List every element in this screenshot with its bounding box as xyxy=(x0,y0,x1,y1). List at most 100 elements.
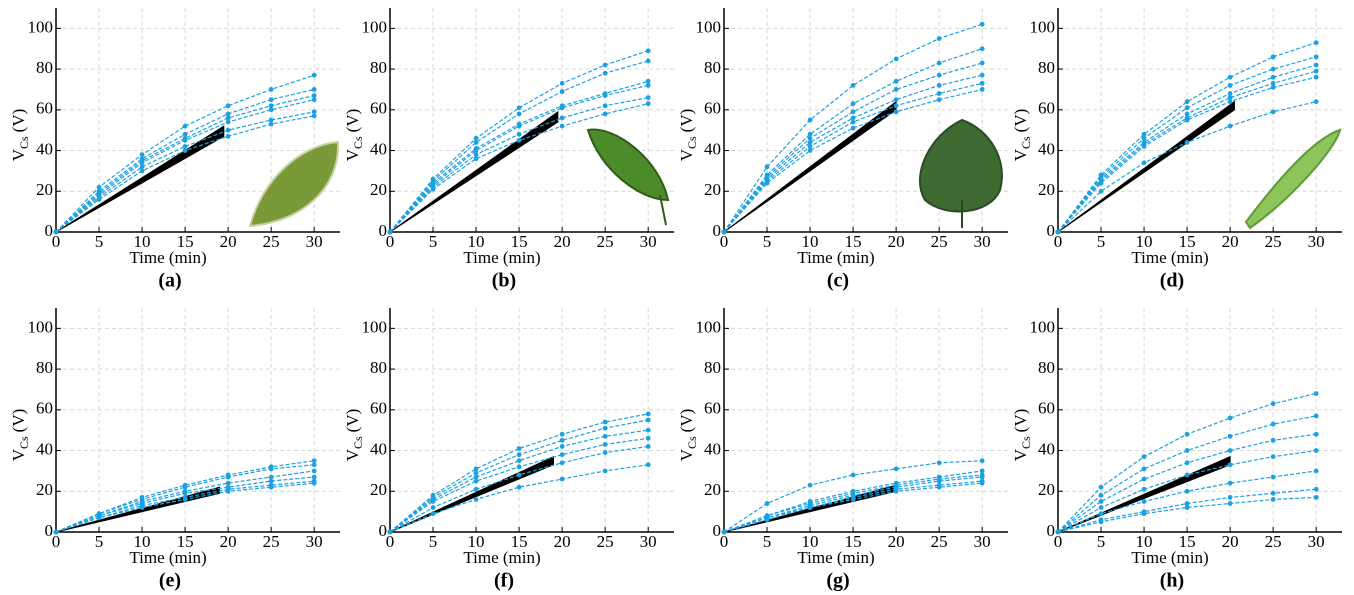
y-tick-label: 20 xyxy=(704,180,721,199)
panel-label: (d) xyxy=(1160,270,1184,292)
data-point xyxy=(473,135,479,141)
data-point xyxy=(936,97,942,103)
y-tick-label: 40 xyxy=(704,439,721,458)
data-point xyxy=(1227,95,1233,100)
y-tick-label: 20 xyxy=(704,480,721,499)
data-point xyxy=(139,164,145,170)
data-point xyxy=(1313,391,1319,396)
data-point xyxy=(1141,144,1147,149)
y-tick-label: 100 xyxy=(696,17,722,36)
data-point xyxy=(936,478,942,484)
data-point xyxy=(182,490,188,496)
data-point xyxy=(516,105,522,111)
x-tick-label: 30 xyxy=(1308,532,1325,551)
data-point xyxy=(645,78,651,84)
y-tick-label: 0 xyxy=(379,221,388,240)
data-point xyxy=(559,460,565,466)
leaf xyxy=(586,128,670,226)
data-point xyxy=(721,529,727,535)
y-axis-label: VCs (V) xyxy=(343,409,365,462)
data-point xyxy=(1184,448,1190,453)
panel-label: (f) xyxy=(494,570,514,592)
data-point xyxy=(979,480,985,486)
x-tick-label: 0 xyxy=(52,232,61,251)
data-point xyxy=(559,452,565,458)
data-point xyxy=(182,148,188,153)
x-tick-label: 5 xyxy=(95,232,104,251)
y-label-unit: (V) xyxy=(9,109,28,133)
data-point xyxy=(893,78,899,84)
panel-label: (c) xyxy=(827,270,849,292)
data-point xyxy=(1141,135,1147,141)
data-point xyxy=(1270,109,1276,115)
data-point xyxy=(268,466,274,472)
data-point xyxy=(1313,62,1319,68)
x-tick-label: 20 xyxy=(220,232,237,251)
data-point xyxy=(850,109,856,115)
y-label-unit: (V) xyxy=(343,109,362,133)
data-point xyxy=(516,137,522,143)
data-point xyxy=(473,470,479,476)
data-point xyxy=(311,474,317,480)
x-tick-label: 20 xyxy=(554,532,571,551)
data-point xyxy=(311,72,317,78)
data-point xyxy=(1141,511,1147,517)
data-point xyxy=(1184,99,1190,105)
y-label-main: V xyxy=(677,148,696,161)
data-point xyxy=(1270,54,1276,60)
subplot: 0 20 40 60 80 100 0 5 10 15 20 25 30 Time (min) (e) VCs… xyxy=(9,308,340,592)
data-point xyxy=(936,36,942,41)
data-point xyxy=(1270,85,1276,90)
data-point xyxy=(645,95,651,100)
y-label-main: V xyxy=(9,448,28,461)
data-point xyxy=(1141,486,1147,492)
data-point xyxy=(559,431,565,437)
x-axis-label: Time (min) xyxy=(1131,548,1208,567)
data-point xyxy=(473,497,479,502)
x-axis-label: Time (min) xyxy=(463,548,540,567)
data-point xyxy=(1313,494,1319,500)
x-tick-label: 15 xyxy=(177,232,194,251)
data-point xyxy=(807,148,813,153)
data-point xyxy=(979,46,985,52)
y-tick-label: 60 xyxy=(704,99,721,118)
y-tick-label: 40 xyxy=(370,439,387,458)
data-point xyxy=(387,229,393,235)
data-point xyxy=(1313,431,1319,437)
data-point xyxy=(225,480,231,486)
data-point xyxy=(645,444,651,449)
y-tick-label: 60 xyxy=(1038,99,1055,118)
x-tick-label: 20 xyxy=(554,232,571,251)
data-point xyxy=(1184,488,1190,494)
data-point xyxy=(602,70,608,76)
y-tick-label: 100 xyxy=(1030,317,1056,336)
x-tick-label: 5 xyxy=(429,532,438,551)
data-point xyxy=(225,111,231,117)
leaf-images xyxy=(248,118,1342,230)
data-point xyxy=(559,444,565,449)
data-point xyxy=(225,119,231,125)
data-point xyxy=(53,529,59,535)
data-point xyxy=(645,427,651,433)
data-point xyxy=(721,229,727,235)
x-tick-label: 15 xyxy=(177,532,194,551)
data-point xyxy=(850,497,856,502)
data-point xyxy=(1098,499,1104,504)
panel-label: (a) xyxy=(158,270,181,292)
x-tick-label: 10 xyxy=(802,232,819,251)
subplot: 0 20 40 60 80 100 0 5 10 15 20 25 30 Time (min) (f) VCs… xyxy=(343,308,674,592)
data-point xyxy=(516,131,522,137)
data-point xyxy=(311,87,317,92)
y-tick-label: 80 xyxy=(36,358,53,377)
y-tick-label: 0 xyxy=(1047,221,1056,240)
data-point xyxy=(979,468,985,474)
data-point xyxy=(1227,448,1233,453)
data-point xyxy=(1227,501,1233,506)
data-point xyxy=(807,482,813,488)
y-label-main: V xyxy=(9,148,28,161)
x-tick-label: 30 xyxy=(306,532,323,551)
data-point xyxy=(473,466,479,472)
data-point xyxy=(1184,460,1190,466)
y-tick-label: 80 xyxy=(370,58,387,77)
data-point xyxy=(979,474,985,480)
